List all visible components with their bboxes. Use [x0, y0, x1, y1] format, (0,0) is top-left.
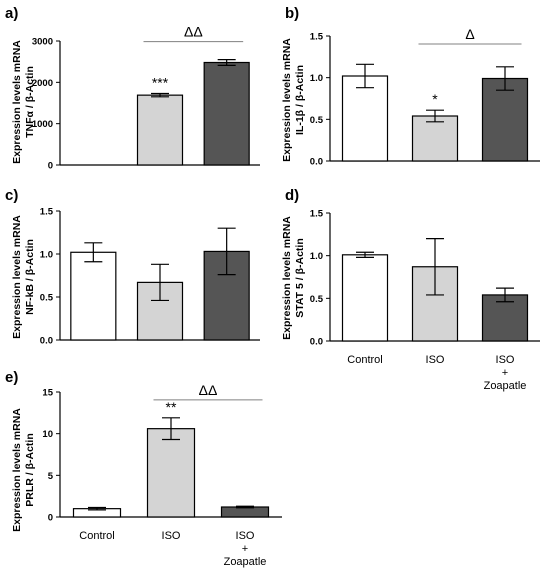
y-tick-label: 10	[42, 429, 53, 440]
y-tick-label: 1000	[32, 119, 53, 130]
y-tick-label: 1.0	[310, 73, 323, 84]
panel-e: e) Expression levels mRNA PRLR / β-Actin 0 5…	[5, 369, 282, 568]
y-axis-title-line1: Expression levels mRNA	[281, 38, 293, 162]
y-tick-label: 1.5	[310, 209, 324, 220]
bar-iso-zoapatle	[220, 506, 270, 518]
panel-letter: d)	[285, 187, 299, 204]
y-tick-label: 0.0	[310, 337, 323, 348]
x-category-label: ISO	[236, 530, 255, 542]
x-category-label: Control	[347, 354, 382, 366]
bar-iso-zoapatle	[481, 77, 529, 162]
bar-control	[341, 254, 389, 342]
panel-letter: b)	[285, 5, 299, 22]
y-tick-label: 5	[48, 471, 54, 482]
x-category-label: ISO	[162, 530, 181, 542]
panel-b: b) Expression levels mRNA IL-1β / β-Actin 0…	[281, 5, 540, 168]
y-tick-label: 2000	[32, 78, 53, 89]
panel-d: d) Expression levels mRNA STAT 5 / β-Actin…	[281, 187, 540, 392]
panel-letter: a)	[5, 5, 18, 22]
y-tick-label: 15	[42, 388, 53, 399]
x-category-label: Control	[79, 530, 114, 542]
y-tick-label: 0.5	[40, 293, 54, 304]
y-tick-label: 0.5	[310, 294, 324, 305]
x-category-label: Zoapatle	[484, 380, 527, 392]
bar-iso	[136, 94, 184, 166]
y-axis-title-line2: STAT 5 / β-Actin	[294, 238, 306, 318]
y-axis-title-line2: PRLR / β-Actin	[24, 433, 36, 507]
y-tick-label: 1.5	[40, 207, 54, 218]
y-tick-label: 1.0	[310, 251, 323, 262]
y-tick-label: 0.5	[310, 115, 324, 126]
comparison-bracket-label: Δ	[465, 26, 474, 42]
y-axis-title-line1: Expression levels mRNA	[11, 40, 23, 164]
x-category-label: +	[502, 367, 508, 379]
bar-iso-zoapatle	[203, 61, 250, 166]
y-tick-label: 0.0	[310, 157, 323, 168]
y-tick-label: 0	[48, 513, 53, 524]
bar-control	[341, 75, 389, 162]
x-category-label: ISO	[426, 354, 445, 366]
y-tick-label: 3000	[32, 37, 53, 48]
bar-control	[70, 251, 117, 341]
panel-letter: c)	[5, 187, 18, 204]
significance-marker: ***	[152, 74, 169, 90]
y-axis-title-line1: Expression levels mRNA	[281, 216, 293, 340]
y-tick-label: 0.0	[40, 336, 53, 347]
y-axis-title-line1: Expression levels mRNA	[11, 408, 23, 532]
y-tick-label: 0	[48, 161, 53, 172]
significance-marker: *	[432, 91, 438, 107]
panel-a: a) Expression levels mRNA TNFα / β-Actin 0 1…	[5, 5, 260, 172]
x-category-label: +	[242, 543, 248, 555]
x-category-label: ISO	[496, 354, 515, 366]
y-tick-label: 1.5	[310, 32, 324, 43]
x-category-label: Zoapatle	[224, 556, 267, 568]
significance-marker: **	[166, 399, 177, 415]
bar-iso	[146, 428, 196, 518]
bar-iso	[411, 115, 459, 162]
comparison-bracket-label: ΔΔ	[184, 24, 203, 40]
y-axis-title-line2: IL-1β / β-Actin	[294, 65, 306, 135]
y-axis-title-line2: TNFα / β-Actin	[24, 66, 36, 138]
comparison-bracket-label: ΔΔ	[199, 382, 218, 398]
panel-letter: e)	[5, 369, 18, 386]
y-axis-title-line1: Expression levels mRNA	[11, 215, 23, 339]
panel-c: c) Expression levels mRNA NF-kB / β-Actin 0…	[5, 187, 260, 347]
y-tick-label: 1.0	[40, 250, 53, 261]
y-axis-title-line2: NF-kB / β-Actin	[24, 239, 36, 315]
